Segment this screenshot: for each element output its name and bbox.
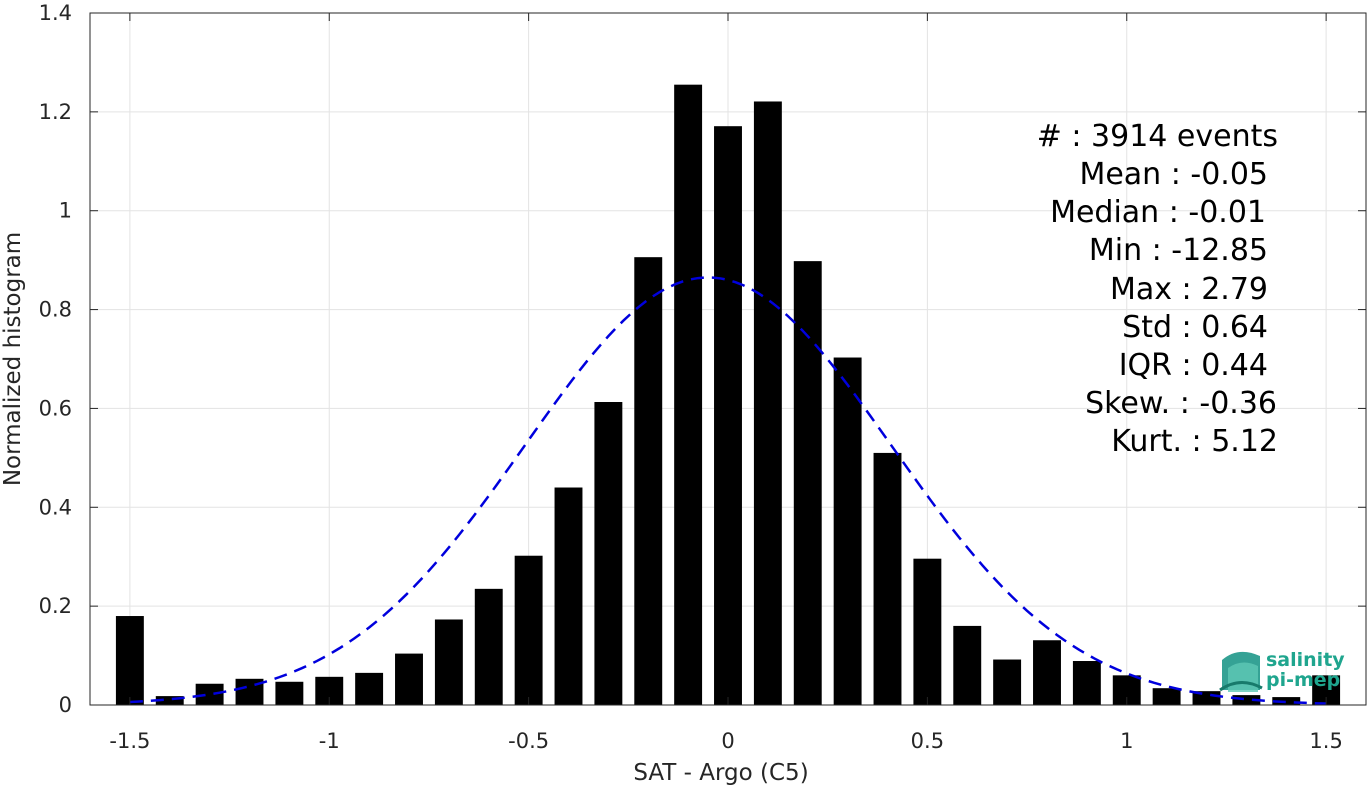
histogram-bar-10	[514, 555, 543, 705]
logo-wave-icon	[1219, 651, 1263, 692]
histogram-bar-13	[634, 257, 663, 705]
histogram-bar-7	[395, 653, 423, 705]
x-tick-label-5: 1	[1120, 729, 1133, 753]
histogram-bar-6	[355, 672, 384, 705]
y-tick-label-2: 0.4	[39, 495, 72, 519]
statistics-box: # : 3914 events Mean : -0.05 Median : -0…	[1037, 119, 1278, 459]
histogram-bar-14	[674, 84, 703, 705]
histogram-bar-17	[793, 261, 822, 705]
histogram-bar-1	[155, 696, 184, 705]
histogram-bars	[115, 84, 1341, 706]
y-tick-label-5: 1	[59, 199, 72, 223]
x-tick-label-0: -1.5	[109, 729, 150, 753]
stat-max: Max : 2.79	[1110, 272, 1268, 307]
stat-skew: Skew. : -0.36	[1085, 386, 1277, 421]
y-tick-label-3: 0.6	[39, 396, 72, 420]
salinity-pimep-logo: salinity pi-mep	[1219, 649, 1345, 692]
logo-text-salinity: salinity	[1266, 649, 1345, 671]
stat-std: Std : 0.64	[1122, 310, 1268, 345]
stat-iqr: IQR : 0.44	[1119, 348, 1268, 383]
histogram-bar-8	[434, 619, 463, 705]
histogram-bar-21	[953, 625, 982, 705]
histogram-bar-2	[195, 683, 224, 705]
logo-text-pimep: pi-mep	[1266, 669, 1340, 691]
y-tick-label-1: 0.2	[39, 594, 72, 618]
histogram-bar-4	[275, 681, 304, 705]
histogram-bar-19	[873, 452, 902, 705]
x-tick-label-4: 0.5	[911, 729, 944, 753]
histogram-bar-18	[833, 357, 862, 705]
x-axis-label: SAT - Argo (C5)	[633, 760, 808, 786]
stat-mean: Mean : -0.05	[1079, 157, 1268, 192]
stat-events: # : 3914 events	[1037, 119, 1278, 154]
histogram-bar-26	[1152, 688, 1181, 705]
histogram-bar-23	[1033, 640, 1061, 705]
histogram-bar-15	[714, 126, 742, 706]
x-tick-label-6: 1.5	[1309, 729, 1342, 753]
histogram-bar-28	[1232, 695, 1261, 705]
x-tick-label-2: -0.5	[508, 729, 549, 753]
histogram-bar-0	[115, 616, 144, 705]
y-tick-label-4: 0.8	[39, 298, 72, 322]
stat-median: Median : -0.01	[1050, 195, 1266, 230]
histogram-bar-29	[1272, 697, 1301, 705]
histogram-bar-12	[594, 402, 623, 705]
x-tick-label-3: 0	[721, 729, 734, 753]
histogram-bar-24	[1072, 661, 1101, 705]
histogram-bar-22	[993, 659, 1022, 705]
y-axis-label: Normalized histogram	[0, 232, 26, 486]
stat-kurt: Kurt. : 5.12	[1111, 424, 1278, 459]
histogram-bar-11	[554, 487, 583, 705]
axis-ticks: -1.5 -1 -0.5 0 0.5 1 1.5 0 0.2 0.4 0.6 0.8 1 1.2 1.4	[39, 1, 1366, 753]
histogram-bar-20	[913, 558, 942, 705]
y-tick-label-0: 0	[59, 693, 72, 717]
stat-min: Min : -12.85	[1089, 233, 1268, 268]
y-tick-label-7: 1.4	[39, 1, 72, 25]
y-tick-label-6: 1.2	[39, 100, 72, 124]
histogram-bar-16	[753, 101, 782, 705]
x-tick-label-1: -1	[319, 729, 340, 753]
histogram-bar-9	[474, 588, 503, 705]
